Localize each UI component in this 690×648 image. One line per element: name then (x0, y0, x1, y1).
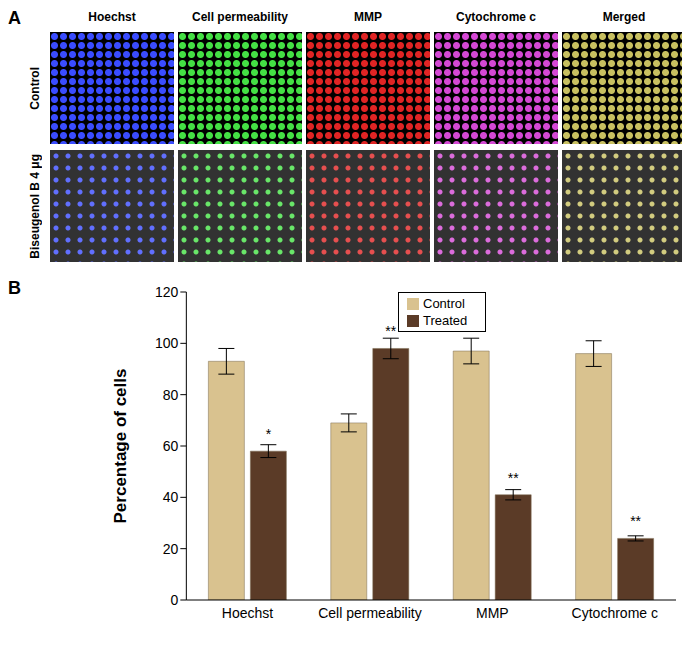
svg-text:0: 0 (171, 592, 179, 608)
svg-text:Percentage of cells: Percentage of cells (111, 369, 130, 524)
svg-text:**: ** (508, 470, 519, 486)
html-text:Hoechst: Hoechst (88, 10, 136, 24)
html-text:A: A (8, 8, 21, 28)
svg-text:*: * (266, 426, 272, 442)
svg-text:60: 60 (163, 438, 179, 454)
svg-text:**: ** (630, 513, 641, 529)
html-text:Control: Control (423, 296, 465, 311)
html-text:Treated: Treated (423, 313, 468, 328)
svg-text:Cell permeability: Cell permeability (318, 605, 421, 621)
svg-text:Hoechst: Hoechst (222, 605, 273, 621)
svg-text:**: ** (385, 323, 396, 339)
svg-text:120: 120 (155, 284, 179, 300)
html-text:Biseugenol B 4 μg: Biseugenol B 4 μg (28, 153, 42, 259)
html-text:Control: Control (28, 66, 42, 110)
html-text:Merged: Merged (602, 10, 646, 24)
html-text:Cytochrome c: Cytochrome c (456, 10, 536, 24)
svg-text:100: 100 (155, 335, 179, 351)
svg-text:20: 20 (163, 541, 179, 557)
svg-text:80: 80 (163, 387, 179, 403)
html-text:MMP: MMP (354, 10, 382, 24)
html-text:Cell permeability: Cell permeability (192, 10, 288, 24)
svg-text:40: 40 (163, 489, 179, 505)
html-text:B: B (8, 278, 21, 298)
svg-text:MMP: MMP (476, 605, 509, 621)
svg-text:Cytochrome c: Cytochrome c (572, 605, 658, 621)
